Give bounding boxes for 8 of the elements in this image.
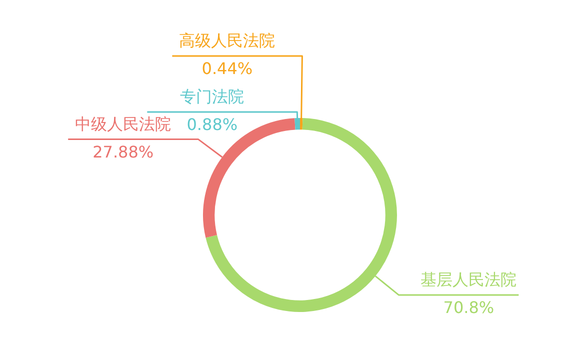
data-label: 27.88% [92, 142, 154, 162]
data-label: 0.44% [202, 59, 253, 78]
slice-label: 基层人民法院 [420, 270, 517, 290]
slice-label: 中级人民法院 [75, 114, 172, 134]
data-label: 0.88% [186, 115, 238, 134]
data-label: 70.8% [443, 298, 494, 318]
slice-label: 专门法院 [180, 87, 244, 106]
slice-label: 高级人民法院 [179, 31, 276, 50]
